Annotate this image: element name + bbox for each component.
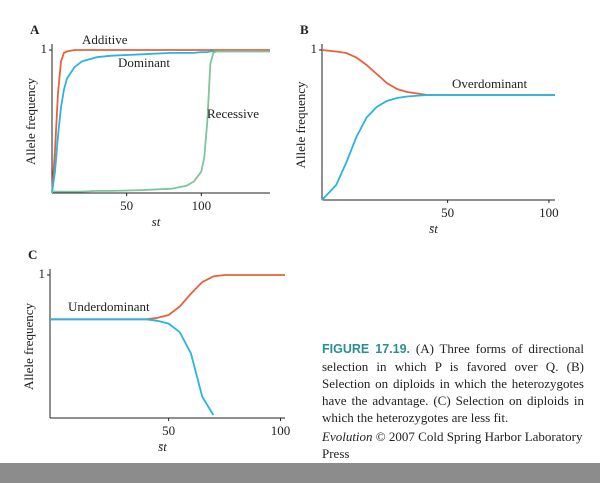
x-tick-label: 100 — [539, 205, 559, 220]
figure-label: FIGURE 17.19. — [322, 342, 411, 356]
series-line — [51, 49, 270, 194]
panel-label: C — [28, 247, 37, 262]
panel-label: A — [30, 22, 40, 37]
series-label: Dominant — [118, 55, 170, 70]
source-title: Evolution — [322, 429, 373, 444]
x-tick-label: 100 — [271, 423, 291, 438]
y-axis-label: Allele frequency — [21, 303, 36, 390]
figure: A Allele frequency st 1 50 100 Additive Dominan… — [21, 22, 559, 454]
caption-text: (A) Three forms of directional selection… — [322, 341, 585, 425]
x-tick-label: 50 — [441, 205, 454, 220]
panel-label: B — [300, 22, 309, 37]
x-axis-label: s̄t — [158, 439, 167, 454]
annotation: Overdominant — [452, 76, 527, 91]
y-tick-label: 1 — [311, 41, 318, 56]
series-line — [51, 50, 270, 194]
x-tick-label: 50 — [162, 423, 175, 438]
x-axis-label: st — [152, 214, 161, 229]
y-tick-label: 1 — [39, 266, 46, 281]
x-tick-label: 100 — [192, 198, 212, 213]
footer-bar — [0, 463, 600, 483]
x-tick-label: 50 — [120, 198, 133, 213]
series-line — [321, 94, 555, 201]
credit: Evolution © 2007 Cold Spring Harbor Labo… — [322, 428, 584, 462]
series-label: Additive — [82, 32, 128, 47]
y-axis-label: Allele frequency — [293, 81, 308, 168]
x-axis-label: s̄t — [429, 221, 438, 236]
series-label: Recessive — [207, 106, 259, 121]
series-line — [52, 50, 270, 193]
y-axis-label: Allele frequency — [23, 78, 38, 165]
caption: FIGURE 17.19. (A) Three forms of directi… — [322, 340, 584, 426]
source-rest: © 2007 Cold Spring Harbor Laboratory Pre… — [322, 429, 583, 461]
annotation: Underdominant — [68, 299, 150, 314]
y-tick-label: 1 — [41, 41, 48, 56]
series-line — [50, 318, 215, 416]
